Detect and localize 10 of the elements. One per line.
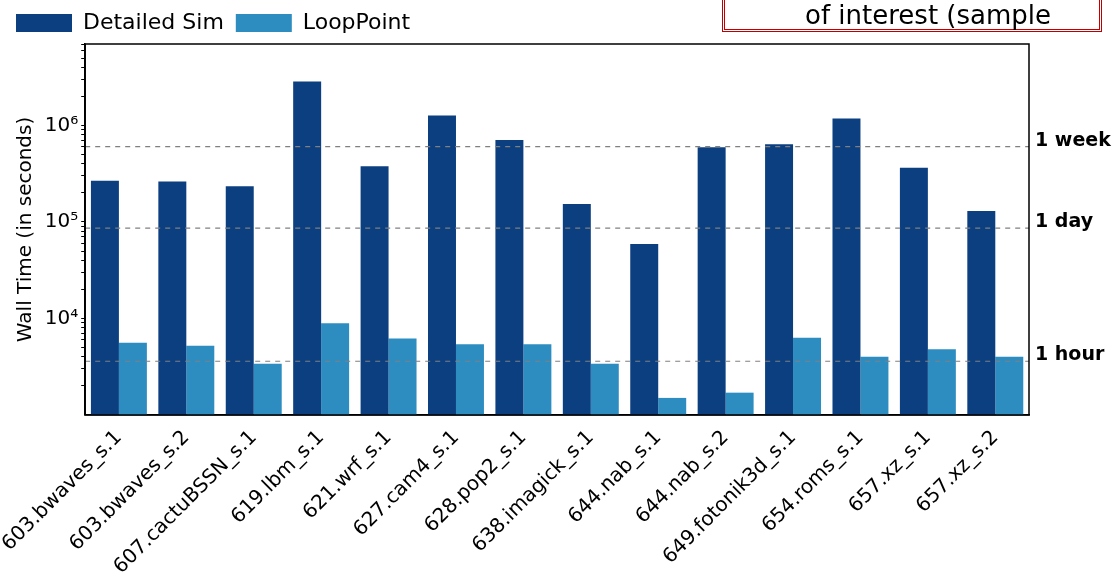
legend-label: LoopPoint (302, 8, 411, 34)
ref-line-label: 1 week (1035, 127, 1112, 150)
legend-label: Detailed Sim (83, 8, 224, 34)
y-tick-label: 10⁵ (44, 208, 79, 233)
ref-line-label: 1 day (1035, 209, 1094, 232)
y-tick-label: 10⁶ (44, 111, 79, 136)
text: of interest (sample (722, 0, 1102, 32)
y-tick-label: 10⁴ (44, 304, 79, 329)
ref-line-label: 1 hour (1035, 342, 1105, 365)
y-axis-title: Wall Time (in seconds) (11, 116, 36, 343)
